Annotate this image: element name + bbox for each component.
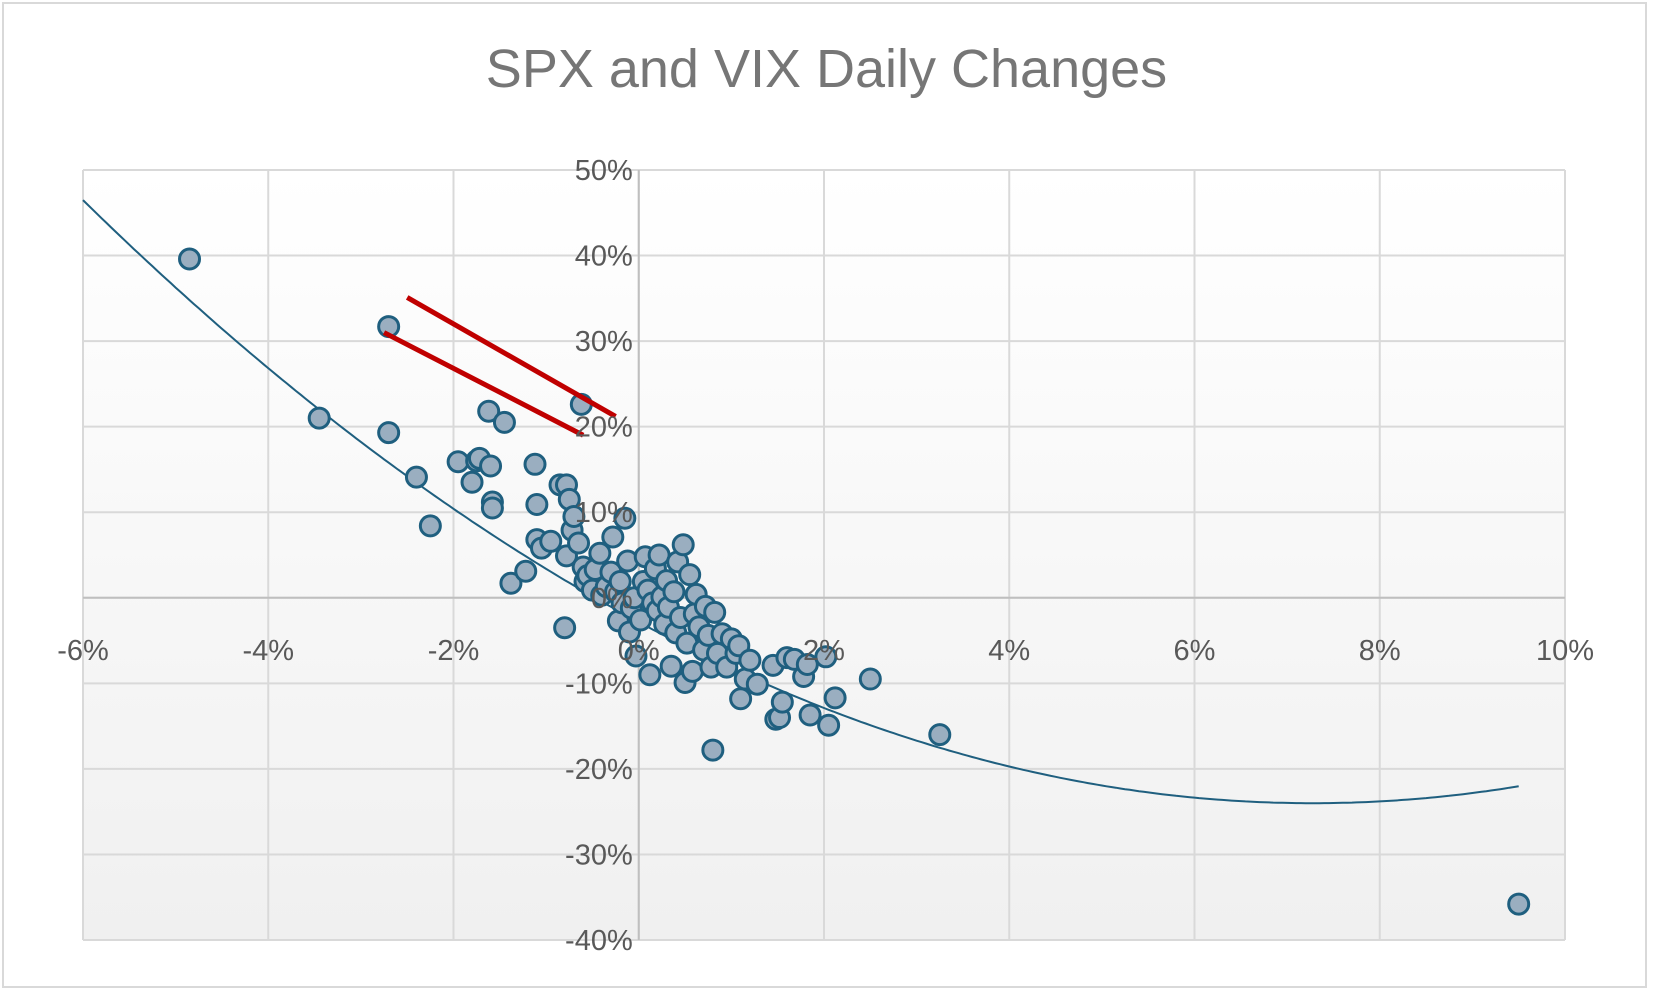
y-tick-label: 50% bbox=[575, 155, 633, 187]
data-point bbox=[1507, 892, 1531, 916]
data-point bbox=[514, 559, 538, 583]
y-tick-label: 30% bbox=[575, 326, 633, 358]
highlight-line bbox=[405, 295, 617, 419]
data-point bbox=[377, 421, 401, 445]
data-point bbox=[770, 690, 794, 714]
data-point bbox=[492, 410, 516, 434]
data-point bbox=[858, 667, 882, 691]
x-tick-label: -4% bbox=[242, 635, 294, 667]
data-point bbox=[624, 644, 648, 668]
data-point bbox=[460, 470, 484, 494]
data-point bbox=[608, 570, 632, 594]
data-point bbox=[678, 563, 702, 587]
y-tick-label: 40% bbox=[575, 241, 633, 273]
x-tick-label: 10% bbox=[1536, 635, 1594, 667]
x-tick-label: 8% bbox=[1359, 635, 1401, 667]
data-point bbox=[480, 496, 504, 520]
x-tick-label: -6% bbox=[57, 635, 109, 667]
chart-title: SPX and VIX Daily Changes bbox=[485, 39, 1168, 99]
data-point bbox=[638, 663, 662, 687]
x-tick-label: 0% bbox=[618, 635, 660, 667]
data-point bbox=[613, 506, 637, 530]
data-point bbox=[567, 531, 591, 555]
y-tick-label: -30% bbox=[565, 839, 633, 871]
x-tick-label: -2% bbox=[428, 635, 480, 667]
y-tick-label: 0% bbox=[591, 583, 633, 615]
data-point bbox=[629, 608, 653, 632]
data-point bbox=[588, 541, 612, 565]
data-point bbox=[817, 713, 841, 737]
data-point bbox=[539, 529, 563, 553]
data-point bbox=[662, 580, 686, 604]
highlight-line bbox=[382, 330, 585, 438]
data-point bbox=[703, 600, 727, 624]
y-tick-label: -10% bbox=[565, 668, 633, 700]
data-point bbox=[738, 648, 762, 672]
y-tick-label: 20% bbox=[575, 412, 633, 444]
data-point bbox=[701, 738, 725, 762]
data-point bbox=[928, 723, 952, 747]
data-point bbox=[814, 645, 838, 669]
data-point bbox=[553, 616, 577, 640]
data-point bbox=[307, 406, 331, 430]
y-tick-label: -20% bbox=[565, 754, 633, 786]
tick-labels: -6% -4% -2% 0% 2% 4% 6% 8% 10%-40%-30%-20%-10%0%… bbox=[57, 155, 1594, 957]
data-point bbox=[523, 452, 547, 476]
data-point bbox=[479, 454, 503, 478]
data-point bbox=[671, 533, 695, 557]
data-point bbox=[178, 247, 202, 271]
y-tick-label: 10% bbox=[575, 497, 633, 529]
highlight-lines bbox=[382, 295, 617, 438]
data-point bbox=[659, 654, 683, 678]
data-point bbox=[499, 571, 523, 595]
data-point bbox=[404, 465, 428, 489]
data-point bbox=[745, 672, 769, 696]
data-point bbox=[525, 493, 549, 517]
x-tick-label: 2% bbox=[803, 635, 845, 667]
data-point bbox=[446, 450, 470, 474]
data-point bbox=[729, 687, 753, 711]
data-point bbox=[647, 543, 671, 567]
data-point bbox=[418, 514, 442, 538]
data-point bbox=[562, 505, 586, 528]
data-point bbox=[798, 703, 822, 727]
data-point bbox=[601, 525, 625, 549]
data-point bbox=[823, 686, 847, 710]
data-point bbox=[680, 659, 704, 683]
data-point bbox=[477, 399, 501, 423]
x-tick-label: 6% bbox=[1174, 635, 1216, 667]
x-tick-label: 4% bbox=[988, 635, 1030, 667]
y-tick-label: -40% bbox=[565, 925, 633, 957]
